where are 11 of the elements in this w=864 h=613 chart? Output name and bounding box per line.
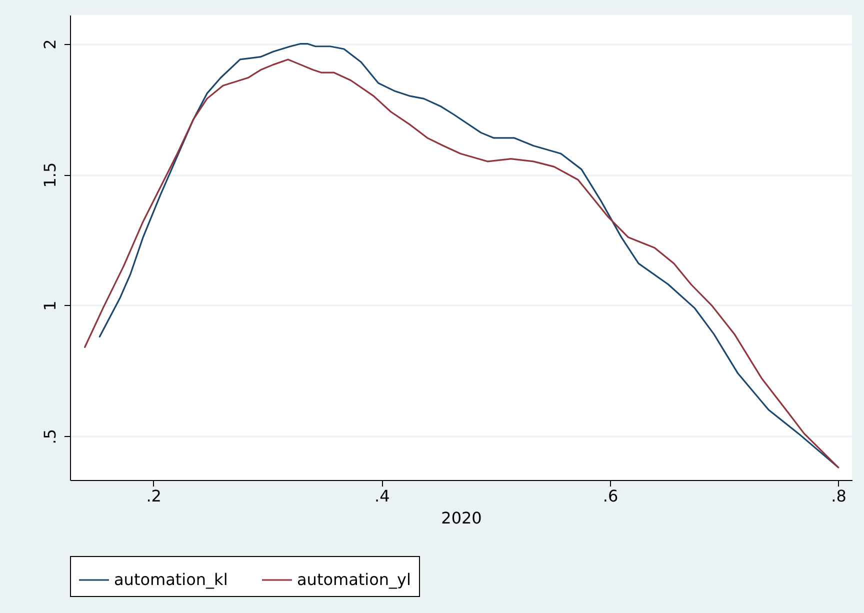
x-tick-label: .8 bbox=[831, 486, 846, 506]
x-tick-label: .6 bbox=[602, 486, 618, 506]
y-tick-label: .5 bbox=[40, 428, 60, 444]
x-tick-label: .4 bbox=[374, 486, 390, 506]
y-tick-label: 2 bbox=[40, 39, 60, 50]
y-tick-label: 1.5 bbox=[40, 162, 60, 188]
legend-label: automation_kl bbox=[114, 570, 228, 589]
y-tick-label: 1 bbox=[40, 300, 60, 311]
legend-label: automation_yl bbox=[297, 570, 411, 589]
x-axis-title: 2020 bbox=[441, 508, 482, 528]
x-tick-label: .2 bbox=[146, 486, 162, 506]
